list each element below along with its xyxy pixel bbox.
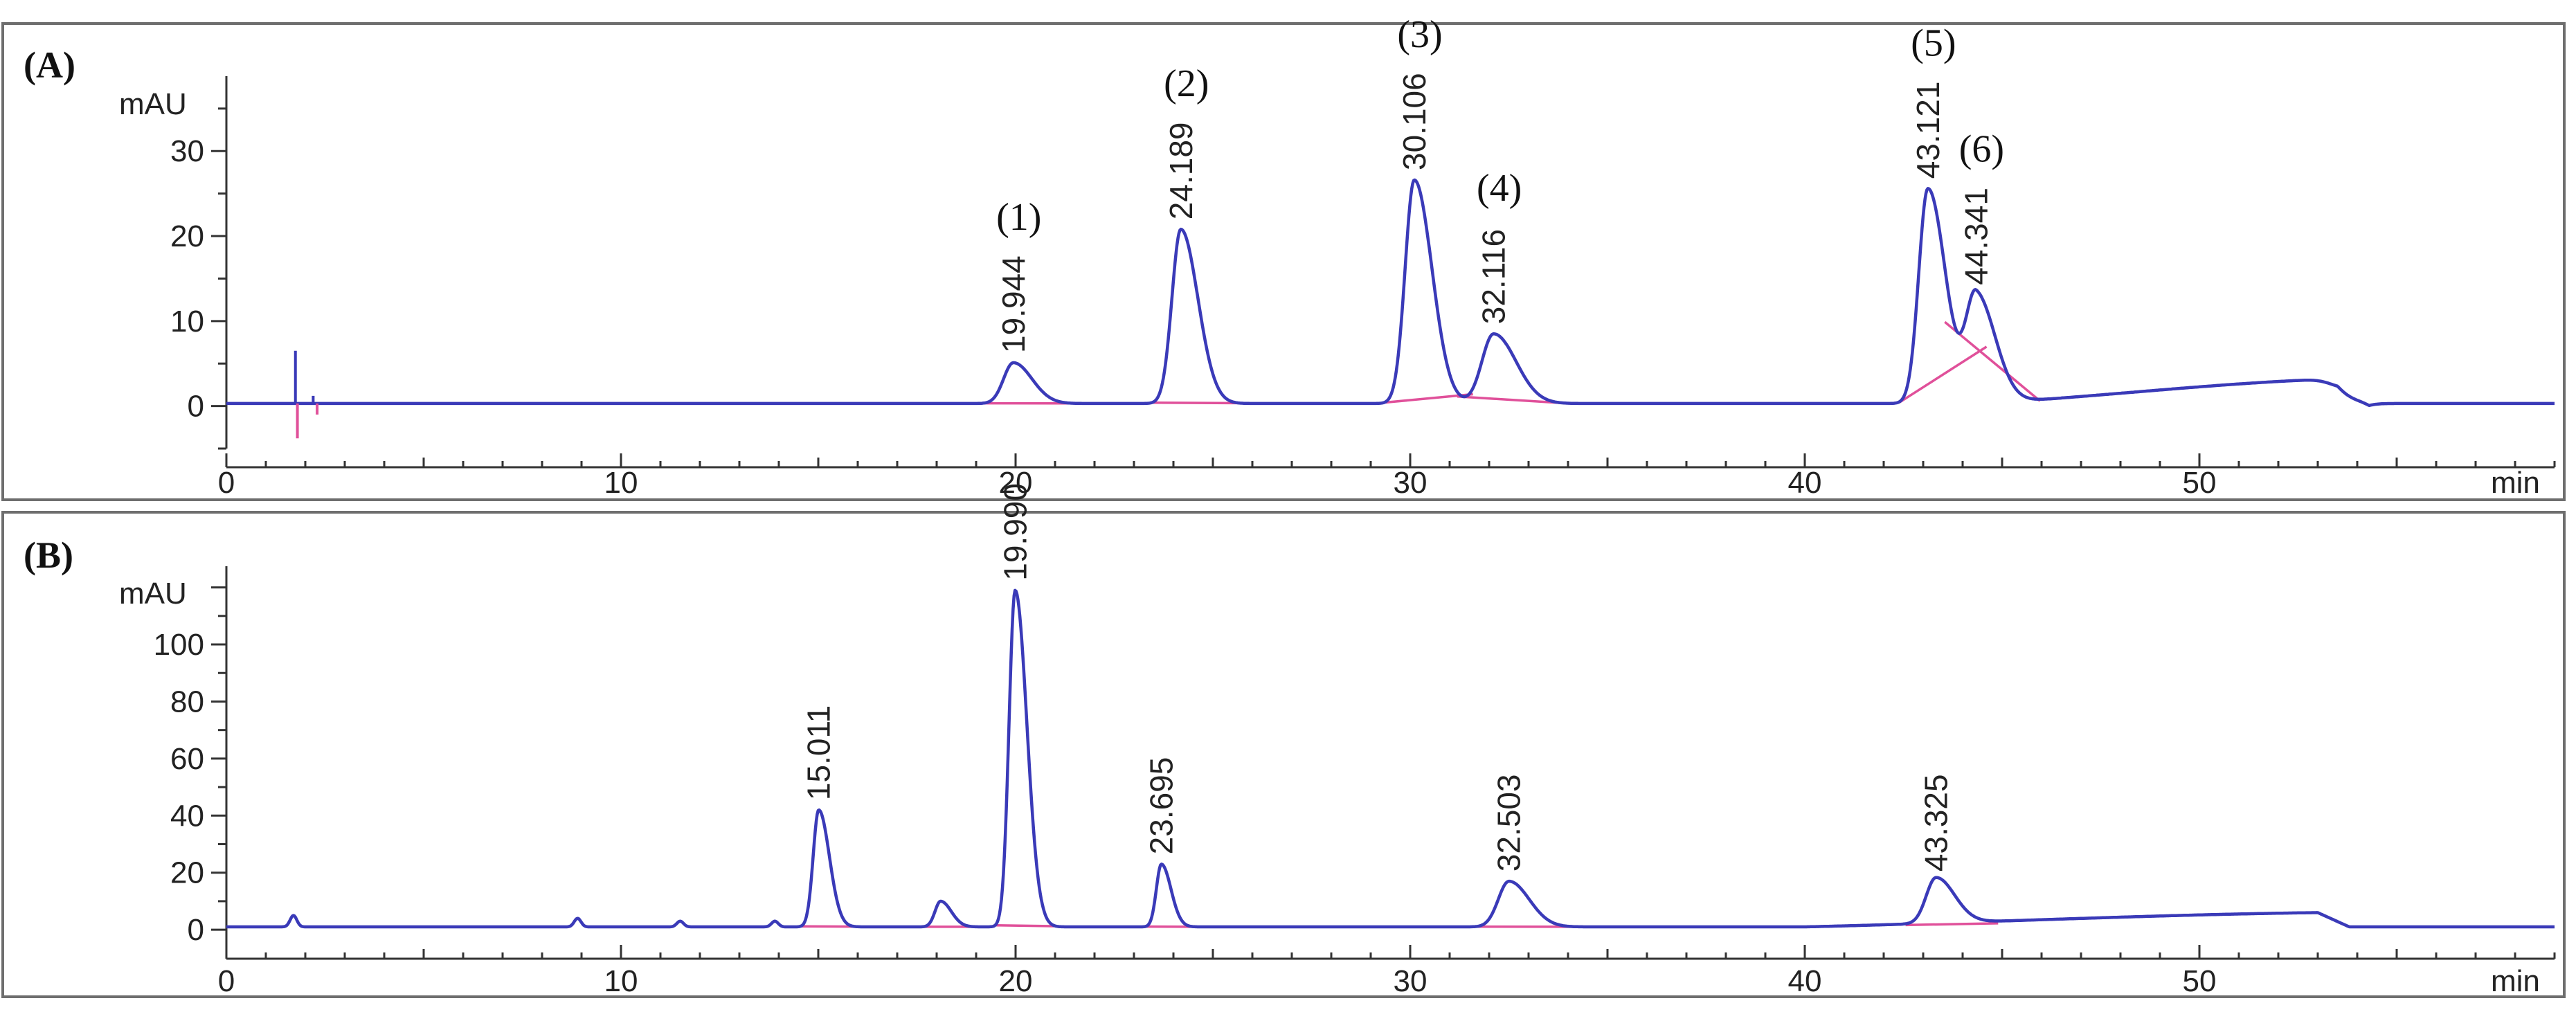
peak-retention-label: 32.116 [1476,229,1512,324]
x-tick-label: 30 [1394,466,1427,500]
peak-number-label: (6) [1959,128,2004,171]
peak-retention-label: 15.011 [801,705,837,800]
chromatogram-trace [226,588,2555,929]
panel-a-plot: 0 10 20 30 0 10 20 30 40 50 19.944 (1) 24.189 (2) 30.1… [170,13,2556,500]
panel-b-xlabel: min [2491,964,2540,998]
integration-baseline [1944,320,2041,402]
y-tick-label: 10 [170,305,204,338]
peak-retention-label: 43.325 [1918,774,1954,871]
integration-baseline [996,923,1054,928]
y-tick-label: 40 [170,799,204,833]
y-tick-label: 20 [170,856,204,890]
panel-a-frame [1,22,2566,501]
y-tick-label: 80 [170,685,204,719]
peak-number-label: (4) [1477,167,1522,210]
peak-number-label: (5) [1911,21,1956,64]
integration-baseline [1905,922,1999,927]
x-tick-label: 50 [2183,964,2217,998]
panel-b-frame [1,511,2566,998]
integration-baseline [1153,401,1238,405]
peak-retention-label: 23.695 [1144,757,1180,855]
peak-retention-label: 30.106 [1396,73,1432,170]
x-tick-label: 30 [1394,964,1427,998]
x-tick-label: 40 [1788,964,1822,998]
panel-b-ylabel: mAU [119,577,187,611]
panel-a-xlabel: min [2491,466,2540,500]
x-tick-label: 0 [218,466,235,500]
peak-number-label: (2) [1164,62,1209,105]
integration-baseline [1457,395,1569,405]
peak-retention-label: 43.121 [1910,82,1946,179]
integration-baseline [1898,345,1988,404]
peak-retention-label: 24.189 [1163,122,1199,219]
x-tick-label: 40 [1788,466,1822,500]
x-tick-label: 10 [604,466,638,500]
y-tick-label: 20 [170,219,204,253]
x-tick-label: 0 [218,964,235,998]
peak-retention-label: 32.503 [1491,774,1527,871]
x-tick-label: 50 [2183,466,2217,500]
y-tick-label: 30 [170,134,204,168]
peak-number-label: (1) [996,196,1041,239]
peak-number-label: (3) [1397,13,1442,56]
y-tick-label: 0 [188,913,204,947]
peak-retention-label: 19.944 [996,255,1032,353]
panel-b-plot: 0 20 40 60 80 100 0 10 20 30 40 50 15.011 19.990 23.69… [154,483,2556,998]
x-tick-label: 20 [999,466,1033,500]
y-tick-label: 100 [154,628,204,662]
panel-a-ylabel: mAU [119,87,187,121]
panel-a-label: (A) [24,44,75,86]
chromatogram-trace [226,178,2555,408]
peak-retention-label: 19.990 [997,483,1033,581]
x-tick-label: 20 [999,964,1033,998]
y-tick-label: 0 [188,390,204,424]
y-tick-label: 60 [170,742,204,776]
x-tick-label: 10 [604,964,638,998]
panel-b-label: (B) [24,534,73,576]
peak-retention-label: 44.341 [1958,188,1994,285]
